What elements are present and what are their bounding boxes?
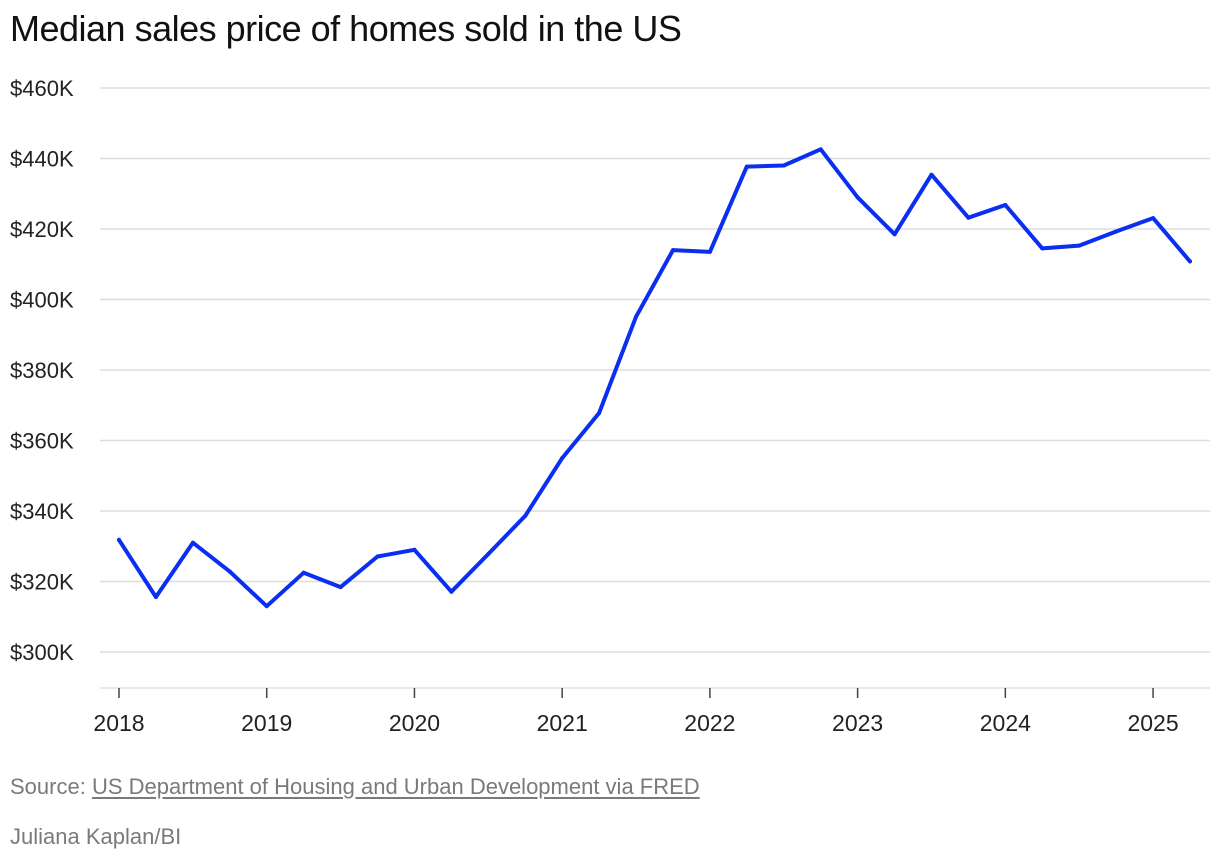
data-point — [597, 411, 602, 416]
x-tick-label: 2024 — [980, 710, 1031, 736]
data-point — [818, 147, 823, 152]
chart-title: Median sales price of homes sold in the … — [10, 8, 682, 49]
y-tick-label: $380K — [10, 358, 74, 383]
data-point — [153, 595, 158, 600]
data-point — [338, 585, 343, 590]
y-tick-label: $460K — [10, 76, 74, 101]
data-point — [523, 513, 528, 518]
data-point — [412, 547, 417, 552]
y-tick-label: $320K — [10, 570, 74, 595]
data-point — [190, 540, 195, 545]
data-point — [449, 589, 454, 594]
data-point — [1114, 229, 1119, 234]
x-tick-label: 2022 — [684, 710, 735, 736]
data-point — [744, 164, 749, 169]
source-prefix: Source: — [10, 774, 86, 799]
data-point — [1188, 259, 1192, 264]
x-tick-label: 2021 — [537, 710, 588, 736]
data-point — [486, 552, 491, 557]
data-point — [1003, 203, 1008, 208]
y-tick-label: $420K — [10, 217, 74, 242]
source-link[interactable]: US Department of Housing and Urban Devel… — [91, 774, 700, 799]
data-point — [1077, 243, 1082, 248]
data-point — [966, 215, 971, 220]
data-point — [227, 569, 232, 574]
data-point — [117, 537, 121, 542]
data-point — [670, 248, 675, 253]
data-point — [892, 232, 897, 237]
data-point — [634, 314, 639, 319]
source-line: Source: US Department of Housing and Urb… — [10, 774, 700, 800]
data-point — [929, 172, 934, 177]
x-tick-label: 2020 — [389, 710, 440, 736]
data-point — [707, 249, 712, 254]
y-tick-label: $400K — [10, 288, 74, 313]
data-point — [855, 195, 860, 200]
x-tick-label: 2025 — [1127, 710, 1178, 736]
y-tick-label: $340K — [10, 499, 74, 524]
credit-line: Juliana Kaplan/BI — [10, 824, 182, 849]
y-tick-label: $360K — [10, 429, 74, 454]
data-point — [1151, 216, 1156, 221]
data-point — [301, 570, 306, 575]
data-point — [375, 554, 380, 559]
x-tick-label: 2019 — [241, 710, 292, 736]
y-tick-label: $300K — [10, 640, 74, 665]
data-point — [781, 163, 786, 168]
x-tick-label: 2023 — [832, 710, 883, 736]
data-point — [560, 456, 565, 461]
y-tick-label: $440K — [10, 147, 74, 172]
data-point — [1040, 246, 1045, 251]
data-point — [264, 604, 269, 609]
series-line — [117, 147, 1192, 609]
x-tick-label: 2018 — [93, 710, 144, 736]
